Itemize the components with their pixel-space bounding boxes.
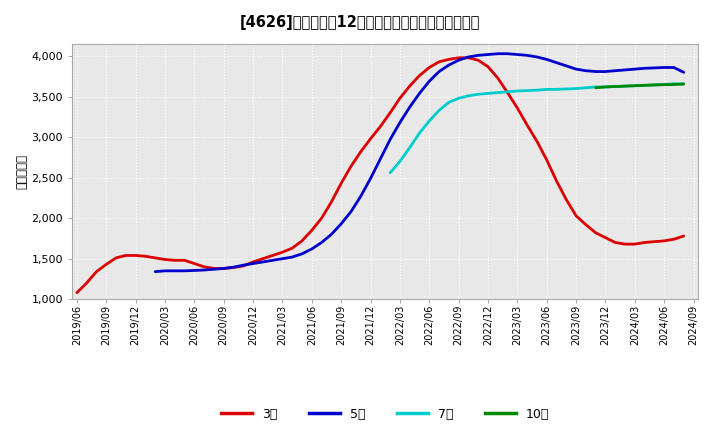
Legend: 3年, 5年, 7年, 10年: 3年, 5年, 7年, 10年 [216, 403, 554, 425]
Text: [4626]　経常利益12か月移動合計の標準偏差の推移: [4626] 経常利益12か月移動合計の標準偏差の推移 [240, 15, 480, 30]
Y-axis label: （百万円）: （百万円） [16, 154, 29, 189]
